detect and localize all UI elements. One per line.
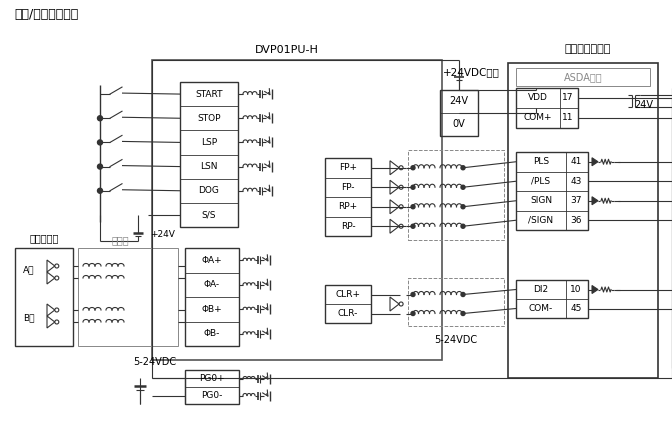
Bar (408, 278, 504, 326)
Text: CLR-: CLR- (338, 309, 358, 318)
Text: LSP: LSP (201, 138, 217, 147)
Bar (78, 248, 178, 346)
Text: ΦA-: ΦA- (204, 280, 220, 289)
Text: ΦB+: ΦB+ (202, 305, 222, 314)
Circle shape (461, 185, 465, 189)
Circle shape (411, 205, 415, 209)
Text: START: START (196, 90, 222, 99)
Text: 5-24VDC: 5-24VDC (134, 357, 177, 367)
Text: DVP01PU-H: DVP01PU-H (255, 45, 319, 55)
Text: 10: 10 (571, 285, 582, 294)
Text: VDD: VDD (528, 94, 548, 103)
Text: 24V: 24V (450, 96, 468, 106)
Text: RP-: RP- (341, 222, 355, 231)
Text: SIGN: SIGN (530, 196, 552, 205)
Circle shape (411, 312, 415, 316)
Text: DOG: DOG (198, 186, 220, 195)
Text: 37: 37 (571, 196, 582, 205)
Text: 41: 41 (571, 157, 582, 166)
Text: ΦB-: ΦB- (204, 329, 220, 338)
Text: S/S: S/S (202, 210, 216, 219)
Bar (152, 60, 442, 360)
Text: +24V: +24V (150, 230, 175, 240)
Polygon shape (592, 158, 598, 166)
Bar (408, 150, 504, 240)
Text: 隔离线: 隔离线 (111, 235, 129, 245)
Text: FP+: FP+ (339, 163, 357, 172)
Text: PLS: PLS (533, 157, 549, 166)
Text: /PLS: /PLS (532, 177, 550, 186)
Bar (15, 248, 73, 346)
Text: 手摇轮脉波: 手摇轮脉波 (30, 233, 58, 243)
Polygon shape (592, 286, 598, 293)
Circle shape (97, 188, 103, 193)
Text: FP-: FP- (341, 183, 355, 192)
Bar (516, 88, 578, 128)
Text: PG0+: PG0+ (199, 374, 225, 383)
Text: ΦA+: ΦA+ (202, 256, 222, 265)
Bar (516, 152, 588, 230)
Bar (516, 280, 588, 318)
Text: 43: 43 (571, 177, 582, 186)
Polygon shape (592, 197, 598, 205)
Text: 45: 45 (571, 304, 582, 313)
Circle shape (461, 205, 465, 209)
Bar (440, 90, 478, 136)
Circle shape (97, 164, 103, 169)
Circle shape (461, 224, 465, 228)
Bar (325, 285, 371, 323)
Circle shape (411, 185, 415, 189)
Bar (516, 68, 650, 86)
Circle shape (461, 312, 465, 316)
Text: 输入/输出回路配线: 输入/输出回路配线 (14, 8, 78, 22)
Text: 11: 11 (562, 114, 574, 122)
Text: STOP: STOP (198, 114, 220, 123)
Circle shape (411, 166, 415, 170)
Bar (508, 63, 658, 378)
Text: ASDA系列: ASDA系列 (564, 72, 602, 82)
Bar (185, 370, 239, 404)
Bar (180, 82, 238, 227)
Text: 36: 36 (571, 216, 582, 225)
Bar (325, 158, 371, 236)
Text: RP+: RP+ (339, 202, 358, 211)
Text: 17: 17 (562, 94, 574, 103)
Text: /SIGN: /SIGN (528, 216, 554, 225)
Text: LSN: LSN (200, 162, 218, 171)
Text: CLR+: CLR+ (335, 290, 360, 299)
Text: DI2: DI2 (534, 285, 548, 294)
Circle shape (461, 166, 465, 170)
Text: COM-: COM- (529, 304, 553, 313)
Circle shape (411, 293, 415, 297)
Text: A相: A相 (24, 266, 35, 274)
Text: 24V: 24V (634, 100, 653, 110)
Circle shape (461, 293, 465, 297)
Circle shape (411, 224, 415, 228)
Text: PG0-: PG0- (202, 391, 222, 400)
Text: 台达伺服驱动器: 台达伺服驱动器 (564, 44, 612, 54)
Circle shape (97, 116, 103, 121)
Text: 0V: 0V (453, 119, 466, 129)
Text: 5-24VDC: 5-24VDC (434, 335, 478, 345)
Text: +24VDC输入: +24VDC输入 (443, 67, 499, 77)
Circle shape (97, 140, 103, 145)
Text: B相: B相 (24, 313, 35, 323)
Bar (185, 248, 239, 346)
Text: COM+: COM+ (523, 114, 552, 122)
